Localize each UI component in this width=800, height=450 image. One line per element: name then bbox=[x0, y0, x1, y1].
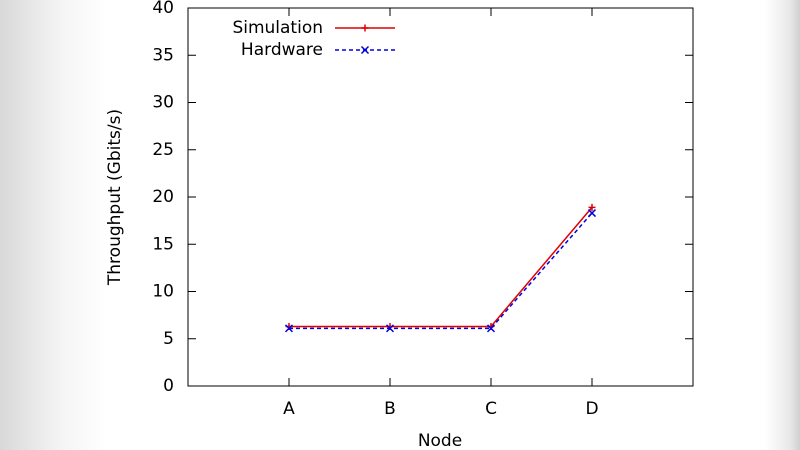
plot-frame bbox=[187, 7, 694, 387]
y-axis-label: Throughput (Gbits/s) bbox=[105, 109, 125, 286]
x-tick-label: A bbox=[283, 399, 295, 419]
point-marker bbox=[284, 324, 294, 333]
y-tick-label: 0 bbox=[163, 376, 174, 396]
y-tick-label: 35 bbox=[152, 45, 174, 65]
y-tick-label: 10 bbox=[152, 282, 174, 302]
point-marker bbox=[486, 324, 496, 333]
series-line bbox=[289, 206, 593, 328]
point-marker bbox=[360, 45, 370, 55]
legend-label: Hardware bbox=[241, 40, 323, 60]
x-axis-label: Node bbox=[418, 431, 462, 450]
x-tick-label: C bbox=[485, 399, 497, 419]
point-marker bbox=[361, 24, 369, 32]
y-tick-label: 15 bbox=[152, 234, 174, 254]
y-tick-label: 20 bbox=[152, 187, 174, 207]
y-tick-label: 25 bbox=[152, 140, 174, 160]
y-tick-label: 40 bbox=[152, 0, 174, 18]
series-line bbox=[289, 212, 593, 330]
x-tick-label: B bbox=[384, 399, 396, 419]
y-tick-label: 5 bbox=[163, 329, 174, 349]
x-tick-label: D bbox=[585, 399, 598, 419]
point-marker bbox=[385, 324, 395, 333]
y-tick-label: 30 bbox=[152, 93, 174, 113]
point-marker bbox=[588, 203, 596, 211]
legend-label: Simulation bbox=[232, 18, 323, 38]
point-marker bbox=[587, 209, 597, 218]
